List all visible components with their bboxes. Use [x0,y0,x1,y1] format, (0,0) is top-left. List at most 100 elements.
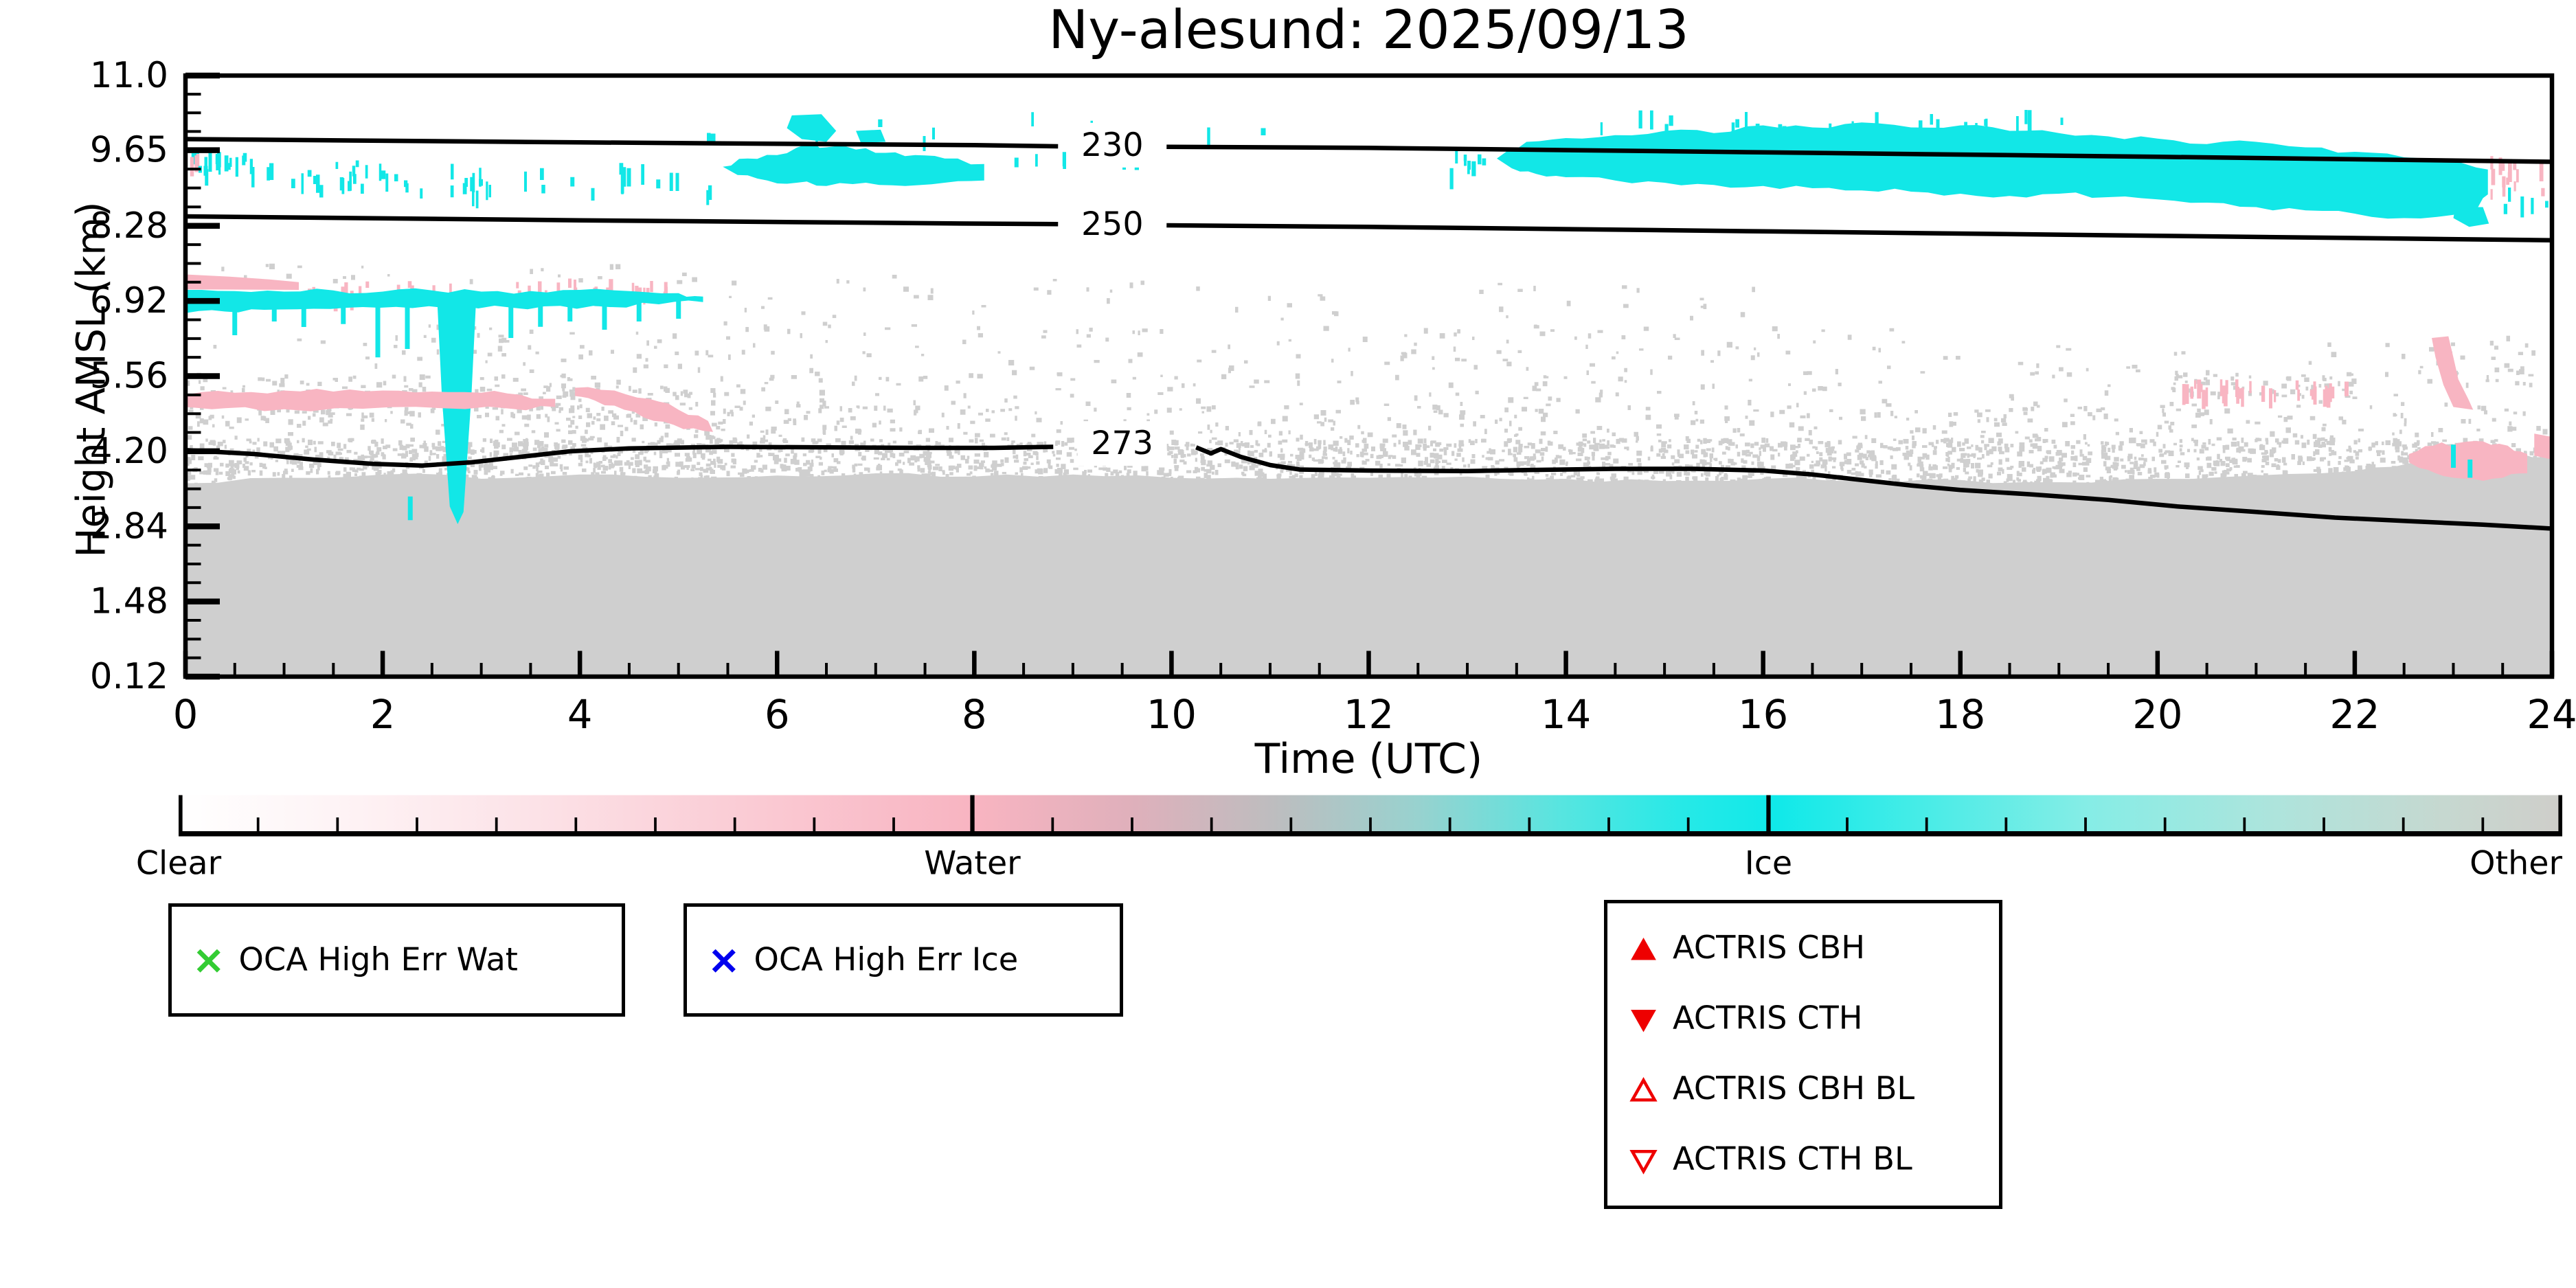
virga-streak [710,133,716,142]
x-tick-label: 24 [2527,692,2576,738]
y-axis-label: Height AMSL (km) [70,201,115,558]
speckle-zone [2402,335,2535,388]
legend-item: ACTRIS CBH [1607,931,1999,967]
contour-line-273 [185,444,1054,468]
axes: 0 2 4 6 8 10 12 14 16 18 20 22 240.121.482.844.205.5… [90,55,2576,738]
legend-item: ACTRIS CTH BL [1607,1142,1999,1179]
colorbar-label-clear: Clear [135,845,222,883]
speckle-zone [450,163,491,209]
x-tick-label: 6 [765,692,790,738]
water-band-left [185,389,556,411]
virga-streak [407,496,413,521]
contour-line-230 [1166,144,2552,164]
y-tick-label: 2.84 [90,506,168,547]
speckle-zone [267,163,324,198]
legend-oca-ice: OCA High Err Ice [683,903,1123,1017]
contour-label-bg [1067,201,1157,247]
legend-actris: ACTRIS CBH ACTRIS CTH ACTRIS CBH BL ACTR… [1604,900,2002,1209]
x-tick-label: 0 [173,692,199,738]
speckle-zone [190,154,200,177]
speckle-zone [570,177,595,201]
isotherm-contours: 230 250 273 [185,122,2552,531]
legend-label: ACTRIS CTH BL [1673,1142,1912,1179]
legend-oca-water: OCA High Err Wat [168,903,625,1017]
speckle-zone [1196,282,1755,321]
x-tick-label: 18 [1935,692,1985,738]
speckle-zone [404,180,423,199]
virga-streak [2467,460,2473,478]
speckle-zone [221,263,697,284]
speckle-zone [335,160,398,194]
x-tick-label: 20 [2132,692,2182,738]
contour-line-273 [1195,445,2552,531]
speckle-zone [187,405,2552,442]
colorbar [179,795,2562,837]
x-tick-label: 2 [370,692,396,738]
y-tick-label: 9.65 [90,130,168,171]
y-tick-label: 8.28 [90,205,168,247]
x-marker-icon [196,948,221,972]
class-regions [185,110,2552,677]
virga-streak [636,299,642,321]
speckle-zone [729,275,1144,318]
x-tick-label: 8 [962,692,987,738]
y-tick-label: 1.48 [90,581,168,622]
contour-line-230 [185,137,1059,149]
virga-streak [567,299,573,321]
colorbar-label-other: Other [2470,845,2562,883]
ice-cloud-tail [2453,207,2489,227]
water-cap-left [185,274,299,290]
x-tick-label: 22 [2329,692,2380,738]
y-tick-label: 6.92 [90,280,168,321]
virga-streak [1261,128,1266,135]
contour-line-250 [1166,223,2552,242]
speckle-zone [191,150,255,188]
legend-label: ACTRIS CBH [1673,931,1866,967]
virga-streak [602,302,607,330]
virga-streak [405,302,410,349]
y-tick-label: 5.56 [90,356,168,397]
legend-item: OCA High Err Wat [172,942,622,978]
colorbar-ticks [179,795,2562,831]
ground-other-mass [185,453,2552,677]
contour-line-250 [185,214,1059,227]
virga-streak [271,302,277,321]
speckle-zone [2503,188,2549,218]
speckle-zone [1142,324,1895,407]
colorbar-labels: Clear Water Ice Other [136,845,2562,886]
contour-label-bg [1067,122,1157,168]
speckle-zone [2182,379,2349,409]
x-tick-label: 10 [1146,692,1197,738]
colorbar-label-water: Water [924,845,1021,883]
x-tick-label: 12 [1344,692,1394,738]
ice-cloud-mid [723,142,984,186]
x-tick-label: 14 [1541,692,1591,738]
triangle-up-filled-icon [1631,936,1656,960]
water-plume-right [2432,336,2474,410]
y-tick-label: 0.12 [90,656,168,697]
triangle-down-open-icon [1629,1149,1658,1174]
ice-cloud-big [1497,122,2488,219]
virga-streak [2451,444,2456,468]
virga-streak [538,301,543,327]
ice-virga-plume [437,293,477,524]
colorbar-label-ice: Ice [1744,845,1793,883]
water-edge-right [2534,433,2552,460]
virga-streak [676,299,681,319]
legend-item: ACTRIS CTH [1607,1002,1999,1037]
y-tick-label: 4.20 [90,431,168,472]
contour-label-230: 230 [1081,126,1144,164]
virga-streak [301,302,306,327]
speckle-zone [2490,156,2545,200]
ice-wisp-2 [856,129,886,143]
triangle-down-filled-icon [1631,1008,1656,1032]
virga-streak [232,304,238,335]
x-tick-label: 4 [567,692,593,738]
speckle-zone [524,168,545,194]
legend-label: OCA High Err Ice [754,942,1019,978]
x-axis-label: Time (UTC) [1254,735,1483,783]
chart-title: Ny-alesund: 2025/09/13 [1048,0,1689,62]
y-tick-label: 11.0 [90,55,168,96]
